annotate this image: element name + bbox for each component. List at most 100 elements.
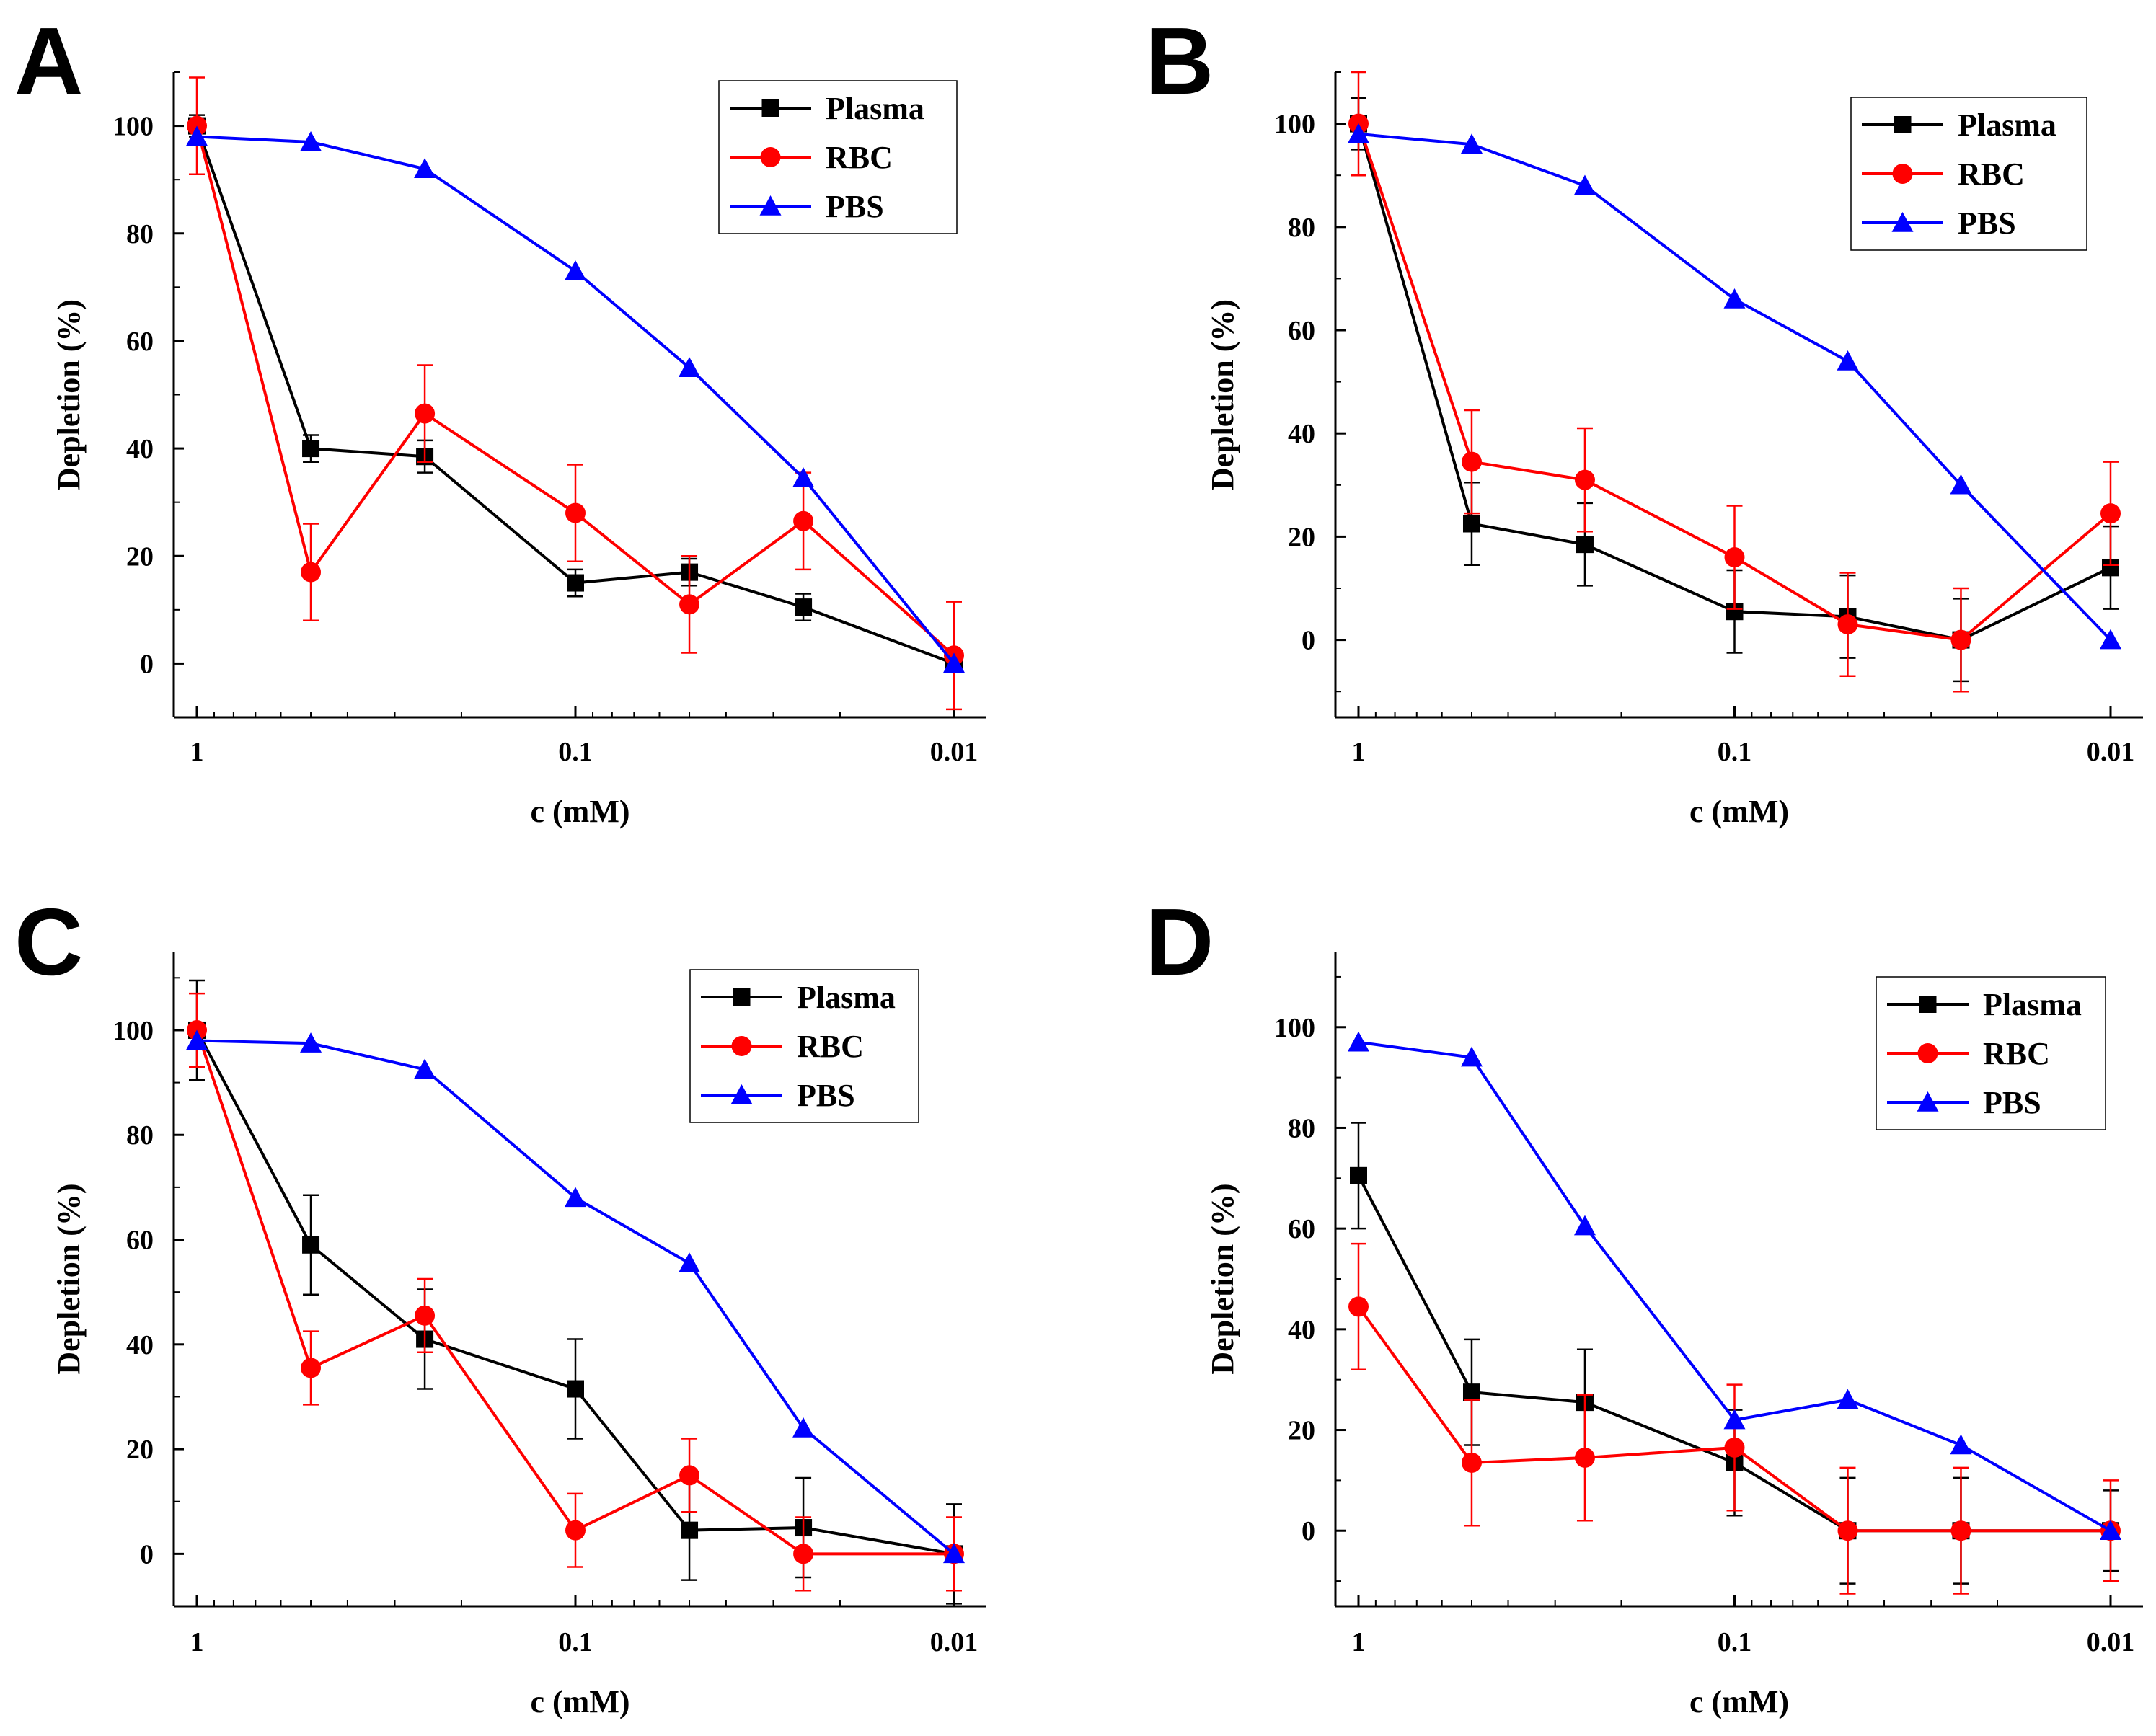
- y-tick-label: 20: [1288, 1416, 1315, 1446]
- legend-label-plasma: Plasma: [826, 91, 924, 126]
- data-point-rbc: [1837, 614, 1858, 635]
- legend-marker-plasma: [1894, 116, 1912, 133]
- legend-marker-plasma: [733, 988, 751, 1006]
- data-point-pbs: [1950, 1434, 1972, 1455]
- data-point-rbc: [415, 403, 436, 424]
- data-point-pbs: [943, 652, 965, 673]
- legend-marker-pbs: [1917, 1091, 1939, 1112]
- data-point-plasma: [795, 598, 813, 616]
- y-axis-title: Depletion (%): [51, 299, 87, 490]
- data-point-rbc: [1724, 547, 1745, 568]
- legend-marker-rbc: [1917, 1043, 1938, 1063]
- legend-marker-pbs: [730, 1084, 753, 1104]
- legend-marker-pbs: [759, 195, 782, 216]
- series-group: [1348, 71, 2121, 693]
- data-point-plasma: [302, 440, 320, 458]
- data-point-rbc: [679, 1465, 700, 1486]
- data-point-pbs: [414, 1058, 436, 1079]
- legend-marker-rbc: [760, 147, 781, 167]
- data-point-rbc: [1574, 1447, 1595, 1468]
- data-point-rbc: [301, 1358, 322, 1378]
- x-tick-label: 0.1: [1718, 1627, 1752, 1657]
- chart-panel-d: D 0 20 40 60 80 100 1 0.1 0.01 c (mM) Depletion (%)…: [1145, 889, 2143, 1719]
- legend-label-pbs: PBS: [797, 1078, 855, 1113]
- data-point-plasma: [1462, 515, 1480, 533]
- legend-marker-rbc: [1892, 164, 1913, 184]
- legend: Plasma RBC PBS: [1876, 976, 2106, 1130]
- x-tick-label: 0.1: [558, 737, 593, 767]
- x-tick-label: 1: [1352, 1627, 1366, 1657]
- data-point-pbs: [1348, 1031, 1369, 1052]
- y-tick-label: 80: [1288, 213, 1315, 243]
- data-point-rbc: [679, 594, 700, 615]
- y-tick-label: 60: [126, 327, 154, 357]
- data-point-rbc: [2100, 503, 2121, 524]
- data-point-pbs: [1723, 1409, 1746, 1430]
- data-point-pbs: [565, 1187, 586, 1208]
- legend-marker-plasma: [1919, 996, 1937, 1013]
- data-point-pbs: [792, 1417, 815, 1438]
- x-tick-label: 0.01: [2087, 737, 2135, 767]
- y-tick-label: 100: [112, 1016, 154, 1046]
- data-point-plasma: [1576, 536, 1594, 554]
- chart-panel-a: A 0 20 40 60 80 100 1 0.1 0.01 c (mM) Depletion (%)…: [14, 8, 986, 829]
- legend: Plasma RBC PBS: [718, 80, 958, 234]
- data-point-pbs: [1573, 174, 1596, 195]
- y-tick-label: 60: [1288, 1214, 1315, 1244]
- y-tick-label: 0: [1302, 626, 1315, 656]
- data-point-plasma: [1462, 1383, 1480, 1401]
- y-tick-label: 100: [1274, 1013, 1315, 1043]
- series-group: [186, 76, 965, 711]
- y-axis-title: Depletion (%): [51, 1183, 87, 1374]
- legend: Plasma RBC PBS: [689, 969, 919, 1123]
- legend-marker-rbc: [731, 1036, 752, 1056]
- x-tick-label: 0.01: [930, 1627, 978, 1657]
- x-tick-label: 1: [190, 1627, 204, 1657]
- data-point-rbc: [565, 502, 586, 523]
- legend: Plasma RBC PBS: [1850, 97, 2087, 251]
- y-tick-label: 100: [112, 112, 154, 142]
- data-point-pbs: [679, 357, 701, 377]
- data-point-pbs: [1723, 288, 1746, 309]
- panel-letter: A: [14, 8, 83, 114]
- legend-marker-pbs: [1891, 212, 1914, 232]
- data-point-pbs: [1348, 123, 1369, 143]
- data-point-plasma: [302, 1236, 320, 1254]
- data-point-pbs: [1950, 474, 1972, 495]
- data-point-pbs: [565, 260, 586, 280]
- x-axis-title: c (mM): [530, 794, 629, 829]
- panel-letter: C: [14, 889, 83, 995]
- data-point-pbs: [1573, 1215, 1596, 1236]
- data-point-rbc: [565, 1520, 586, 1541]
- legend-label-rbc: RBC: [826, 140, 893, 175]
- x-tick-label: 0.1: [1718, 737, 1752, 767]
- legend-label-plasma: Plasma: [797, 980, 896, 1015]
- data-point-pbs: [2100, 629, 2121, 650]
- panel-letter: D: [1145, 889, 1214, 995]
- y-tick-label: 60: [1288, 316, 1315, 346]
- data-point-pbs: [1837, 350, 1859, 371]
- x-tick-label: 1: [190, 737, 204, 767]
- data-point-pbs: [679, 1252, 701, 1272]
- y-tick-label: 40: [1288, 419, 1315, 449]
- data-point-rbc: [1461, 451, 1482, 472]
- chart-panel-c: C 0 20 40 60 80 100 1 0.1 0.01 c (mM) Depletion (%)…: [14, 889, 986, 1719]
- data-point-rbc: [1348, 1296, 1369, 1317]
- x-tick-label: 1: [1352, 737, 1366, 767]
- x-axis-title: c (mM): [1689, 1684, 1789, 1719]
- data-point-pbs: [1460, 1046, 1483, 1067]
- legend-label-pbs: PBS: [826, 189, 884, 224]
- data-point-rbc: [1461, 1452, 1482, 1473]
- panel-letter: B: [1145, 8, 1214, 114]
- panels: A 0 20 40 60 80 100 1 0.1 0.01 c (mM) Depletion (%)…: [14, 8, 2143, 1719]
- y-tick-label: 80: [1288, 1113, 1315, 1143]
- legend-label-plasma: Plasma: [1958, 107, 2056, 143]
- data-point-rbc: [793, 510, 814, 531]
- legend-label-pbs: PBS: [1958, 205, 2016, 241]
- data-point-pbs: [300, 130, 322, 151]
- x-tick-label: 0.1: [558, 1627, 593, 1657]
- data-point-pbs: [414, 158, 436, 178]
- data-point-pbs: [1460, 133, 1483, 154]
